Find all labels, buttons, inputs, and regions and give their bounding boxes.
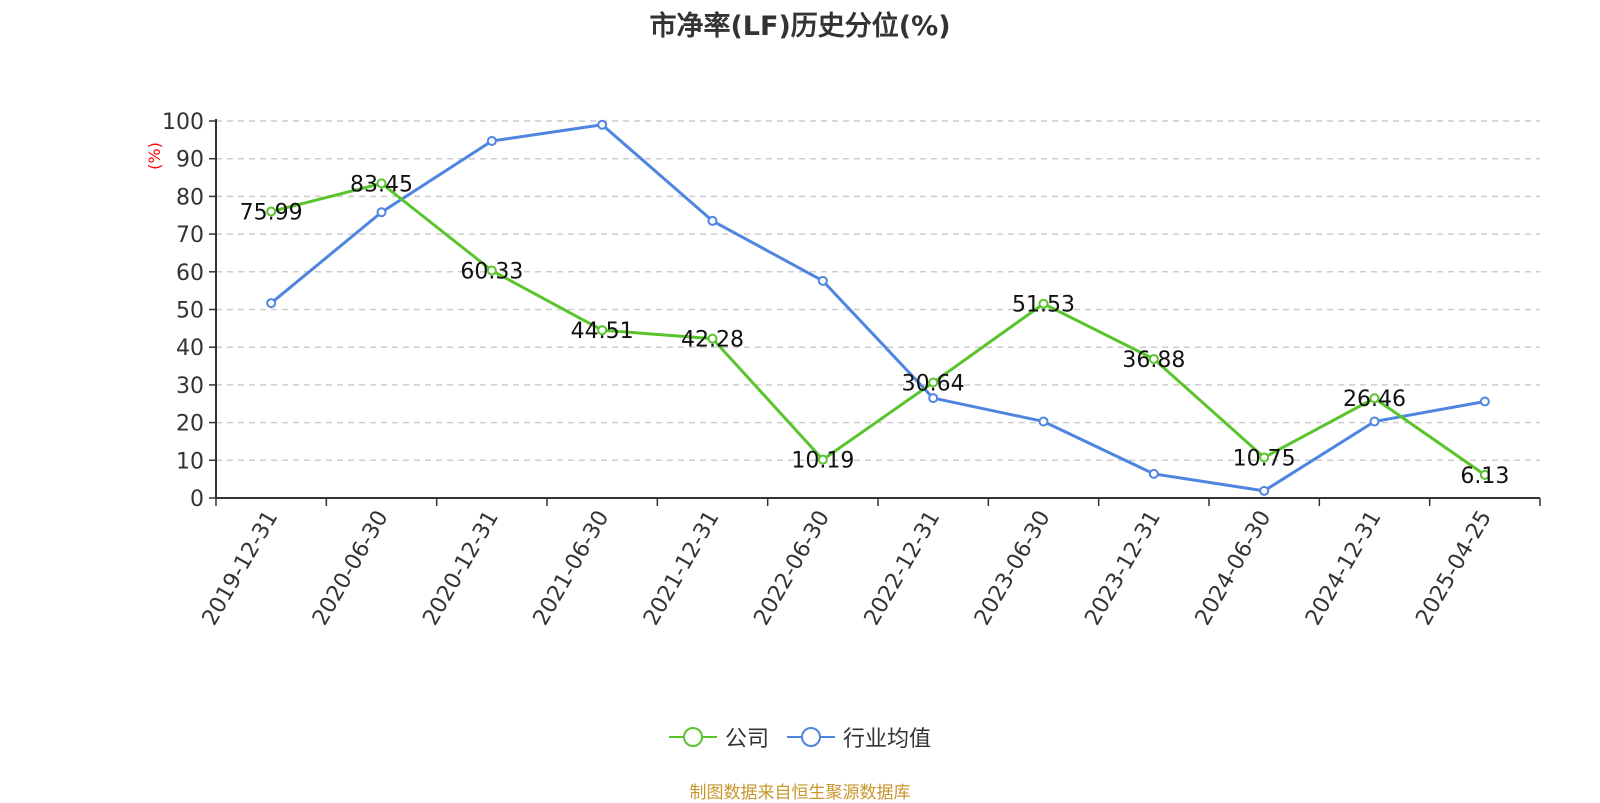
source-note: 制图数据来自恒生聚源数据库 (689, 783, 911, 803)
legend-item-industry-average[interactable]: 行业均值 (787, 721, 931, 753)
y-tick-label: 20 (176, 412, 204, 437)
data-point-company (817, 454, 828, 465)
data-point-company (1038, 298, 1049, 309)
data-point-company (1259, 452, 1270, 463)
x-tick-label: 2021-06-30 (529, 507, 615, 630)
data-point-industry-average (266, 298, 277, 309)
x-tick-label: 2023-06-30 (970, 507, 1056, 630)
y-axis-label: (%) (145, 142, 164, 170)
legend-item-company[interactable]: 公司 (668, 721, 769, 753)
legend-label-industry-average: 行业均值 (843, 727, 932, 752)
data-point-company (1369, 393, 1380, 404)
y-tick-label: 0 (190, 487, 204, 512)
x-tick-label: 2019-12-31 (198, 507, 284, 630)
data-point-industry-average (707, 215, 718, 226)
data-label: 42.28 (681, 328, 744, 353)
data-label: 51.53 (1012, 293, 1075, 318)
x-tick-label: 2023-12-31 (1080, 507, 1166, 630)
data-point-company (266, 206, 277, 217)
data-point-industry-average (1479, 396, 1490, 407)
x-tick-label: 2022-06-30 (749, 507, 835, 630)
data-point-industry-average (1369, 416, 1380, 427)
legend: 公司 行业均值 (0, 721, 1600, 753)
series-points (266, 119, 1490, 496)
data-label: 30.64 (902, 371, 965, 396)
data-point-company (1479, 469, 1490, 480)
data-point-company (486, 265, 497, 276)
data-label: 10.75 (1233, 446, 1296, 471)
data-point-company (597, 325, 608, 336)
x-tick-label: 2024-12-31 (1301, 507, 1387, 630)
y-tick-label: 50 (176, 299, 204, 324)
data-point-industry-average (376, 207, 387, 218)
data-point-industry-average (486, 135, 497, 146)
data-labels: 75.99 83.45 60.33 44.51 42.28 10.19 30.64 51.53… (240, 172, 1510, 488)
data-label: 83.45 (350, 172, 413, 197)
data-label: 36.88 (1122, 348, 1185, 373)
y-tick-label: 90 (176, 148, 204, 173)
data-point-company (707, 333, 718, 344)
data-label: 6.13 (1460, 464, 1509, 489)
data-point-company (928, 377, 939, 388)
legend-swatch-company (668, 727, 717, 747)
x-tick-label: 2020-06-30 (308, 507, 394, 630)
y-tick-label: 70 (176, 223, 204, 248)
x-tick-label: 2022-12-31 (860, 507, 946, 630)
x-tick-label: 2024-06-30 (1191, 507, 1277, 630)
y-tick-label: 100 (162, 110, 204, 135)
y-tick-label: 40 (176, 336, 204, 361)
data-point-industry-average (1148, 468, 1159, 479)
series-lines (270, 123, 1486, 493)
data-label: 75.99 (240, 201, 303, 226)
grid-lines (216, 120, 1540, 462)
series-line-company (270, 181, 1486, 477)
data-label: 44.51 (571, 319, 634, 344)
y-tick-label: 60 (176, 261, 204, 286)
data-point-industry-average (928, 393, 939, 404)
data-point-industry-average (1038, 416, 1049, 427)
y-tick-label: 10 (176, 449, 204, 474)
legend-label-company: 公司 (724, 727, 769, 752)
x-tick-label: 2025-04-25 (1411, 507, 1497, 630)
x-axis-ticks: 2019-12-31 2020-06-30 2020-12-31 2021-06-30… (198, 498, 1541, 630)
data-label: 10.19 (791, 449, 854, 474)
series-line-industry-average (270, 123, 1486, 493)
data-point-industry-average (597, 119, 608, 130)
x-tick-label: 2020-12-31 (418, 507, 504, 630)
data-point-industry-average (817, 275, 828, 286)
x-tick-label: 2021-12-31 (639, 507, 725, 630)
legend-swatch-industry-average (787, 727, 835, 747)
data-point-industry-average (1259, 485, 1270, 496)
data-point-company (1148, 353, 1159, 364)
y-tick-label: 80 (176, 185, 204, 210)
y-tick-label: 30 (176, 374, 204, 399)
chart-title: 市净率(LF)历史分位(%) (649, 11, 951, 42)
data-point-company (376, 178, 387, 189)
data-label: 60.33 (460, 260, 523, 285)
y-axis-ticks: 0 10 20 30 40 50 60 70 80 90 100 (162, 110, 216, 512)
data-label: 26.46 (1343, 387, 1406, 412)
